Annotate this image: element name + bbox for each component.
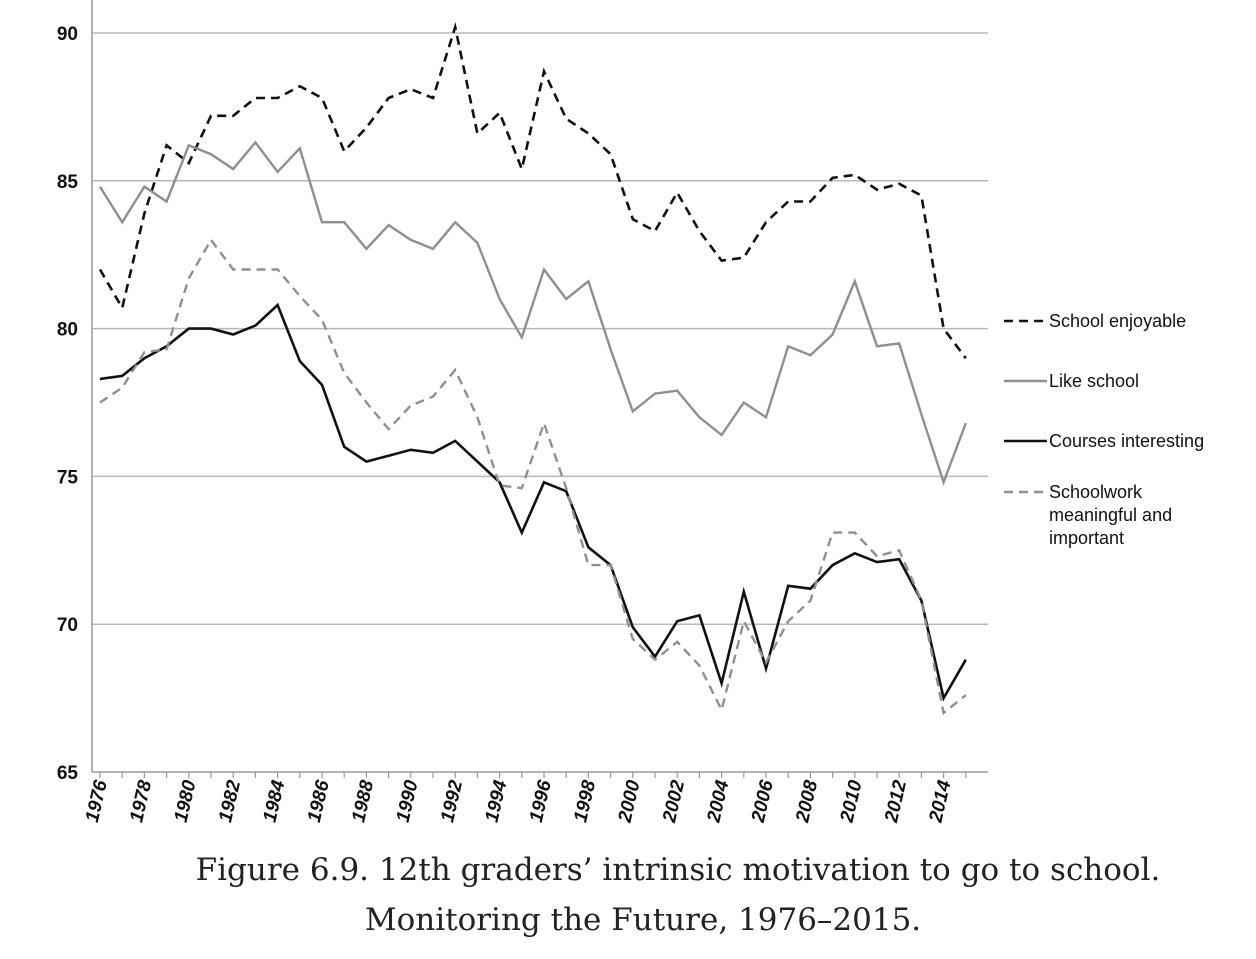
x-tick-label: 1992 (437, 778, 467, 824)
legend-label: Like school (1049, 371, 1139, 391)
x-tick-label: 1988 (348, 778, 378, 824)
figure-caption-line-1: Figure 6.9. 12th graders’ intrinsic moti… (195, 852, 1161, 888)
x-tick-label: 1998 (570, 778, 600, 824)
x-tick-label: 2004 (703, 778, 733, 825)
y-tick-label: 65 (57, 763, 79, 784)
gridlines (92, 32, 988, 625)
x-tick-label: 1984 (259, 778, 289, 824)
x-tick-label: 1994 (481, 778, 511, 824)
x-tick-label: 1986 (304, 778, 334, 824)
y-tick-label: 85 (57, 172, 79, 193)
figure-caption-line-2: Monitoring the Future, 1976–2015. (364, 902, 922, 938)
legend-label: Courses interesting (1049, 431, 1204, 451)
x-tick-label: 1982 (215, 778, 245, 824)
x-tick-label: 1978 (126, 778, 156, 824)
x-tick-label: 2002 (659, 778, 689, 825)
x-tick-label: 2000 (614, 778, 644, 825)
y-tick-label: 70 (57, 615, 78, 636)
axes: 65 70 75 80 85 90 1976 1978 1980 1982 1984 1986 1988… (57, 0, 988, 825)
x-tick-label: 2008 (792, 778, 822, 825)
series-line-courses-interesting (99, 302, 967, 702)
x-tick-label: 2010 (836, 778, 866, 825)
x-tick-label: 1990 (393, 778, 423, 824)
series-line-schoolwork-meaningful-and-important (99, 237, 967, 716)
legend-label: Schoolwork meaningful and important (1049, 482, 1172, 548)
y-tick-label: 90 (57, 24, 78, 45)
x-tick-label: 2006 (748, 778, 778, 825)
x-tick-label: 1980 (171, 778, 201, 824)
y-tick-label: 80 (57, 320, 78, 341)
y-tick-label: 75 (57, 467, 79, 488)
x-tick-label: 2012 (881, 778, 911, 825)
x-tick-label: 1976 (82, 778, 112, 824)
series-line-school-enjoyable (98, 21, 967, 359)
series-line-like-school (98, 140, 967, 486)
x-tick-label: 1996 (526, 778, 556, 824)
legend-label: School enjoyable (1049, 311, 1186, 331)
x-tick-label: 2014 (925, 778, 955, 825)
series-lines (98, 21, 967, 716)
legend: School enjoyable Like school Courses inter… (1004, 311, 1204, 548)
